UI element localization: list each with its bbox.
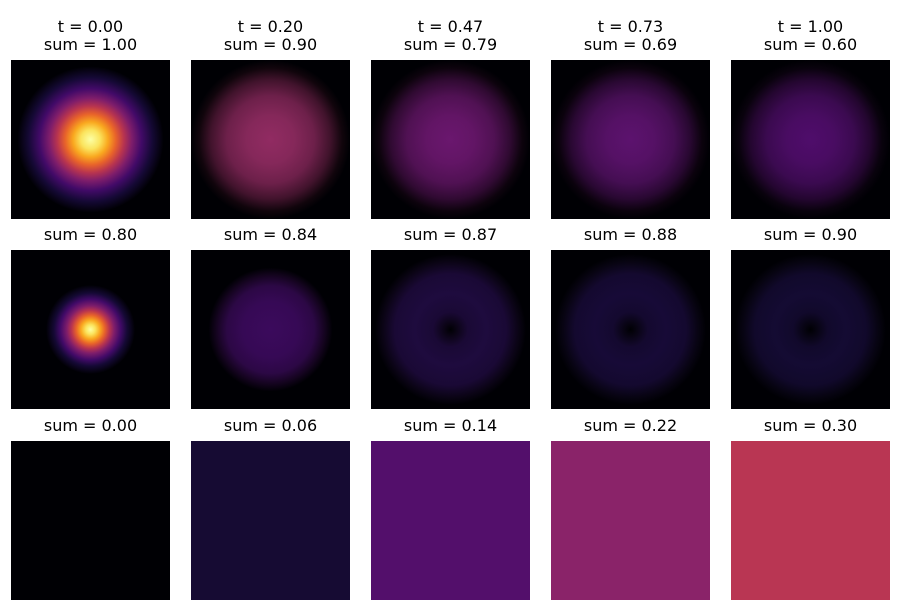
panel-sum-label: sum = 0.79 xyxy=(403,35,498,54)
heatmap-image xyxy=(11,60,170,219)
panel-title: sum = 0.80 xyxy=(0,226,190,244)
panel-sum-label: sum = 0.30 xyxy=(763,416,858,435)
panel-sum-label: sum = 0.87 xyxy=(403,225,498,244)
panel-title: sum = 0.84 xyxy=(171,226,370,244)
panel-title: sum = 0.90 xyxy=(711,226,900,244)
panel-sum-label: sum = 0.88 xyxy=(583,225,678,244)
panel-time-label: t = 0.20 xyxy=(237,17,304,36)
panel-sum-label: sum = 0.90 xyxy=(223,35,318,54)
heatmap-image xyxy=(551,441,710,600)
heatmap-image xyxy=(371,250,530,409)
heatmap-cells xyxy=(11,60,170,219)
heatmap-image xyxy=(191,441,350,600)
panel-sum-label: sum = 0.00 xyxy=(43,416,138,435)
panel-sum-label: sum = 0.84 xyxy=(223,225,318,244)
heatmap-image xyxy=(551,250,710,409)
heatmap-image xyxy=(731,60,890,219)
heatmap-cells xyxy=(371,250,530,409)
heatmap-image xyxy=(11,441,170,600)
panel-time-label: t = 0.00 xyxy=(57,17,124,36)
panel-time-label: t = 0.47 xyxy=(417,17,484,36)
panel-title: sum = 0.87 xyxy=(351,226,550,244)
heatmap-cells xyxy=(191,441,350,600)
panel-sum-label: sum = 0.90 xyxy=(763,225,858,244)
panel-title: t = 0.00 sum = 1.00 xyxy=(0,18,190,54)
panel-title: t = 1.00 sum = 0.60 xyxy=(711,18,900,54)
panel-sum-label: sum = 0.22 xyxy=(583,416,678,435)
heatmap-image xyxy=(191,250,350,409)
panel-title: sum = 0.22 xyxy=(531,417,730,435)
panel-sum-label: sum = 0.14 xyxy=(403,416,498,435)
heatmap-cells xyxy=(11,441,170,600)
heatmap-image xyxy=(731,250,890,409)
heatmap-image xyxy=(551,60,710,219)
heatmap-cells xyxy=(551,250,710,409)
panel-title: sum = 0.88 xyxy=(531,226,730,244)
heatmap-cells xyxy=(191,250,350,409)
heatmap-image xyxy=(731,441,890,600)
panel-title: sum = 0.14 xyxy=(351,417,550,435)
panel-title: t = 0.20 sum = 0.90 xyxy=(171,18,370,54)
panel-time-label: t = 0.73 xyxy=(597,17,664,36)
panel-sum-label: sum = 1.00 xyxy=(43,35,138,54)
heatmap-image xyxy=(191,60,350,219)
heatmap-image xyxy=(371,441,530,600)
heatmap-cells xyxy=(371,441,530,600)
heatmap-cells xyxy=(371,60,530,219)
heatmap-cells xyxy=(191,60,350,219)
panel-title: sum = 0.00 xyxy=(0,417,190,435)
heatmap-image xyxy=(371,60,530,219)
heatmap-image xyxy=(11,250,170,409)
panel-sum-label: sum = 0.60 xyxy=(763,35,858,54)
heatmap-cells xyxy=(551,60,710,219)
panel-time-label: t = 1.00 xyxy=(777,17,844,36)
panel-title: sum = 0.30 xyxy=(711,417,900,435)
heatmap-cells xyxy=(551,441,710,600)
panel-sum-label: sum = 0.06 xyxy=(223,416,318,435)
panel-title: t = 0.73 sum = 0.69 xyxy=(531,18,730,54)
heatmap-cells xyxy=(731,250,890,409)
heatmap-cells xyxy=(11,250,170,409)
heatmap-cells xyxy=(731,441,890,600)
panel-title: sum = 0.06 xyxy=(171,417,370,435)
panel-sum-label: sum = 0.69 xyxy=(583,35,678,54)
panel-title: t = 0.47 sum = 0.79 xyxy=(351,18,550,54)
heatmap-cells xyxy=(731,60,890,219)
panel-sum-label: sum = 0.80 xyxy=(43,225,138,244)
